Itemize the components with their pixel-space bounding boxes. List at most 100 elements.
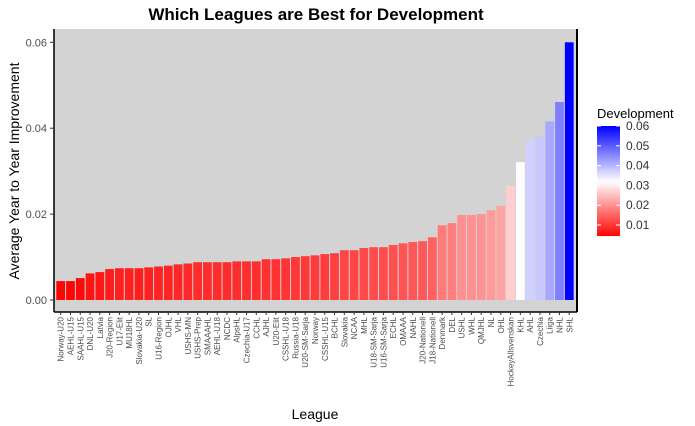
bar-U18-SM-Sarja	[369, 247, 379, 300]
x-tick-label: U16-SM-Sarja	[379, 316, 388, 367]
y-tick-label: 0.02	[26, 209, 47, 221]
bar-U16-Region	[154, 266, 163, 300]
bar-U17-Elit	[114, 268, 124, 300]
y-ticks: 0.00 0.02 0.04 0.06	[26, 37, 54, 307]
bar-KHL	[515, 162, 525, 300]
bar-NAHL	[408, 242, 418, 300]
bar-CSSHL-U15	[320, 254, 330, 300]
x-tick-label: Slovakia	[340, 316, 349, 347]
legend-tick-label: 0.01	[626, 218, 650, 232]
bar-U20-Elit	[271, 259, 281, 300]
bar-Denmark	[437, 225, 447, 300]
x-tick-label: NHL	[555, 316, 564, 333]
legend-tick-label: 0.05	[626, 139, 650, 153]
bar-Norway-U20	[56, 281, 66, 300]
x-tick-label: OJHL	[164, 316, 173, 337]
x-tick-label: AEHL-U15	[66, 316, 75, 355]
bar-AJHL	[261, 259, 271, 300]
bar-WHL	[467, 214, 476, 300]
x-tick-label: SHL	[565, 316, 574, 332]
bar-AEHL-U15	[66, 281, 75, 300]
y-axis-label: Average Year to Year Improvement	[6, 62, 22, 279]
bar-J20-Nationell	[418, 241, 427, 300]
x-tick-label: MU18HL	[125, 316, 134, 348]
bar-QMJHL	[476, 214, 486, 300]
x-tick-label: Russia-U18	[291, 316, 300, 358]
bar-NCDC	[222, 262, 232, 300]
y-tick-label: 0.04	[26, 123, 47, 135]
bar-Czechia-U17	[242, 261, 251, 300]
x-tick-label: U17-Elit	[115, 316, 124, 345]
x-tick-label: J20-Region	[106, 317, 115, 358]
y-tick-label: 0.06	[26, 37, 47, 49]
x-tick-label: Norway-U20	[57, 316, 66, 361]
bar-ECHL	[388, 245, 398, 300]
bar-AEHL-U18	[212, 262, 222, 300]
bar-U20-SM-Sarja	[300, 256, 310, 300]
bar-OMAAA	[398, 243, 408, 300]
bar-Norway	[310, 255, 320, 300]
bar-U16-SM-Sarja	[379, 247, 388, 300]
x-tick-label: OHL	[497, 316, 506, 333]
x-tick-label: VHL	[174, 316, 183, 332]
bar-Liiga	[545, 121, 555, 300]
x-axis-label: League	[292, 406, 339, 422]
x-tick-label: OMAAA	[399, 316, 408, 346]
x-tick-label: Denmark	[438, 316, 447, 349]
bar-SMAAAHL	[203, 262, 212, 300]
x-tick-label: Liiga	[546, 316, 555, 333]
x-tick-label: NCAA	[350, 316, 359, 339]
bar-Czechia	[535, 136, 545, 300]
x-tick-label: J18-Nationell	[428, 317, 437, 364]
legend-colorbar	[597, 126, 620, 237]
legend-tick-label: 0.02	[626, 198, 650, 212]
x-tick-label: MHL	[360, 316, 369, 333]
bar-OHL	[496, 205, 506, 300]
bar-AHL	[525, 140, 535, 300]
x-tick-label: HockeyAllsvenskan	[507, 317, 516, 386]
x-tick-label: ECHL	[389, 316, 398, 338]
bar-CSSHL-U18	[281, 258, 291, 300]
x-tick-label: BCHL	[331, 316, 340, 338]
bar-NL	[486, 210, 496, 300]
bar-Russia-U18	[291, 257, 300, 300]
x-tick-label: QMJHL	[477, 316, 486, 344]
x-tick-label: USHS-MN	[184, 317, 193, 355]
bar-HockeyAllsvenskan	[506, 185, 515, 300]
bar-SAAHL-U15	[75, 278, 85, 300]
x-tick-label: WHL	[467, 316, 476, 334]
x-tick-label: U20-SM-Sarja	[301, 316, 310, 367]
x-tick-label: AEHL-U18	[213, 316, 222, 355]
x-tick-label: Norway	[311, 317, 320, 344]
bar-MHL	[359, 248, 369, 300]
bar-J18-Nationell	[427, 237, 437, 300]
x-tick-label: USHL	[458, 316, 467, 338]
x-tick-label: DNL-U20	[86, 316, 95, 350]
x-tick-label: U20-Elit	[272, 316, 281, 345]
x-tick-label: USHS-Prep	[194, 316, 203, 358]
bar-MU18HL	[124, 268, 134, 300]
x-tick-label: CSSHL-U15	[321, 316, 330, 361]
bar-NCAA	[349, 250, 359, 300]
x-tick-label: U16-Region	[155, 317, 164, 360]
bar-USHL	[457, 214, 467, 300]
x-tick-label: NCDC	[223, 317, 232, 340]
bar-Slovakia-U20	[134, 268, 144, 300]
x-tick-label: SAAHL-U15	[76, 316, 85, 360]
bar-Slovakia	[339, 250, 349, 300]
bar-AlpsHL	[232, 261, 242, 300]
x-tick-label: SL	[145, 316, 154, 326]
x-tick-label: CCHL	[252, 316, 261, 338]
x-ticks: Norway-U20 AEHL-U15 SAAHL-U15 DNL-U20 Latvia…	[57, 312, 574, 386]
x-tick-label: AJHL	[262, 316, 271, 336]
x-tick-label: J20-Nationell	[419, 317, 428, 364]
bar-SHL	[564, 42, 574, 301]
bar-BCHL	[330, 253, 339, 300]
bar-USHS-MN	[183, 263, 193, 300]
bar-DEL	[447, 223, 457, 300]
bar-SL	[144, 267, 154, 300]
x-tick-label: SMAAAHL	[203, 316, 212, 355]
x-tick-label: Latvia	[96, 316, 105, 338]
x-tick-label: U18-SM-Sarja	[370, 316, 379, 367]
